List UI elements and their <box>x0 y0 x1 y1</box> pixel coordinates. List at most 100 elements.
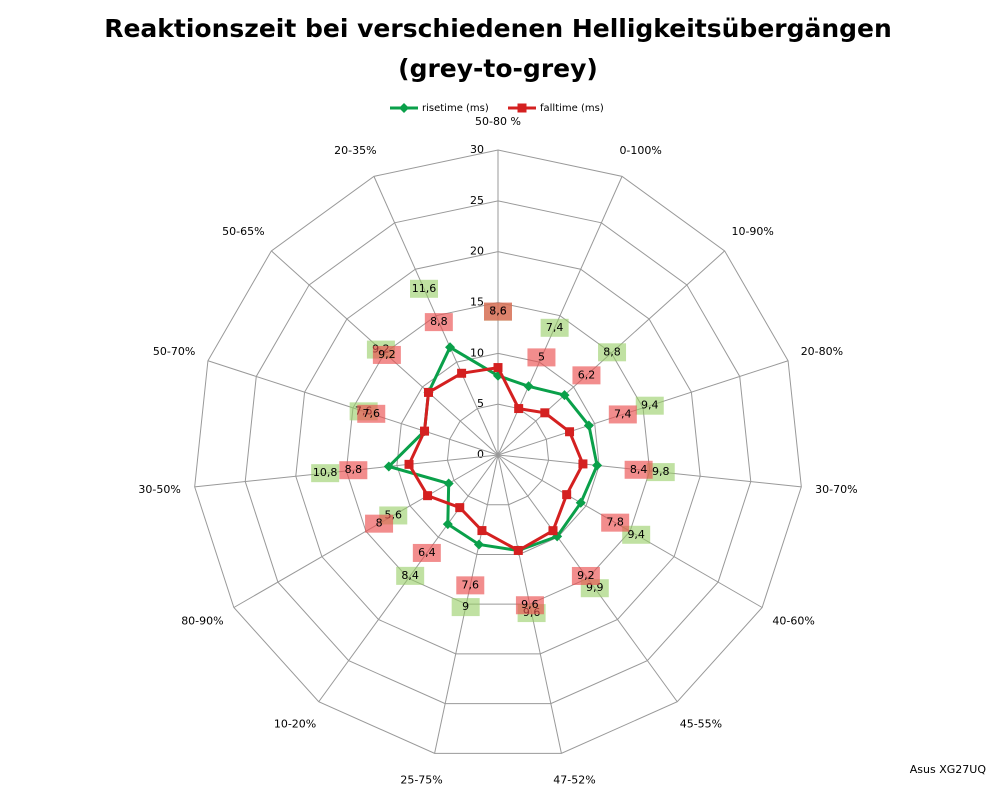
value-label-bg <box>311 464 340 483</box>
data-point <box>445 342 456 353</box>
value-label-bg <box>410 279 439 298</box>
value-label: 11,6 <box>412 282 437 295</box>
category-label: 47-52% <box>553 774 595 786</box>
legend-label: risetime (ms) <box>422 103 489 114</box>
data-point <box>457 368 467 378</box>
data-point <box>423 387 433 397</box>
grid-ring <box>345 301 651 605</box>
r-tick-label: 5 <box>477 397 484 410</box>
value-label: 8,8 <box>430 315 448 328</box>
chart-title: (grey-to-grey) <box>398 54 598 83</box>
value-label-bg <box>515 596 544 615</box>
value-label: 7,6 <box>462 578 480 591</box>
value-label: 7,4 <box>546 321 564 334</box>
series-line <box>407 365 585 553</box>
value-label-bg <box>598 343 627 362</box>
annotation: Asus XG27UQ <box>910 763 987 776</box>
data-point <box>578 459 588 469</box>
data-point <box>477 526 487 536</box>
value-label-bg <box>527 348 556 367</box>
value-label: 7,6 <box>363 407 381 420</box>
value-label-bg <box>622 525 651 544</box>
r-tick-label: 30 <box>470 143 484 156</box>
spoke <box>497 176 623 456</box>
data-point <box>404 459 414 469</box>
category-label: 50-70% <box>153 345 195 358</box>
data-point <box>473 539 484 550</box>
value-label-bg <box>451 598 480 617</box>
value-label: 9,2 <box>378 348 396 361</box>
value-label-bg <box>456 576 485 595</box>
category-label: 50-65% <box>222 225 264 238</box>
data-point <box>442 519 453 530</box>
value-label-bg <box>424 313 453 332</box>
value-label-bg <box>540 318 569 337</box>
value-label-bg <box>372 345 401 364</box>
data-point <box>575 497 586 508</box>
value-label: 8,6 <box>489 305 507 318</box>
value-label-bg <box>624 460 653 479</box>
value-label-bg <box>396 566 425 585</box>
value-label: 9,4 <box>641 399 659 412</box>
r-tick-label: 20 <box>470 245 484 258</box>
value-label-bg <box>635 396 664 415</box>
value-label-bg <box>365 514 394 533</box>
value-label-bg <box>339 461 368 480</box>
legend-marker <box>517 103 527 113</box>
grid-ring <box>244 200 752 705</box>
value-label: 8,4 <box>630 463 648 476</box>
r-tick-label: 10 <box>470 346 484 359</box>
value-label: 9,4 <box>627 528 645 541</box>
value-label-bg <box>412 543 441 562</box>
value-label-bg <box>484 302 512 321</box>
value-label: 9,8 <box>652 465 670 478</box>
category-label: 50-80 % <box>475 115 521 128</box>
value-label: 5 <box>538 350 545 363</box>
value-label: 8,4 <box>401 569 419 582</box>
data-point <box>493 363 503 373</box>
category-label: 80-90% <box>181 615 223 628</box>
data-point <box>583 420 594 431</box>
grid-ring <box>446 403 550 506</box>
data-point <box>423 491 433 501</box>
data-point <box>443 478 454 489</box>
value-label: 9,2 <box>577 569 595 582</box>
category-label: 30-50% <box>138 483 180 496</box>
data-point <box>540 408 550 418</box>
value-label: 7,8 <box>606 516 624 529</box>
data-point <box>559 390 570 401</box>
r-tick-label: 15 <box>470 296 484 309</box>
value-label: 8 <box>376 517 383 530</box>
data-point <box>565 427 575 437</box>
data-point <box>513 545 523 555</box>
value-label-bg <box>572 366 601 385</box>
data-point <box>514 404 524 414</box>
value-label-bg <box>646 463 675 482</box>
value-label-bg <box>571 566 600 585</box>
value-label-bg <box>357 404 386 423</box>
grid-ring <box>295 251 701 655</box>
data-point <box>562 490 572 500</box>
data-point <box>548 526 558 536</box>
category-label: 10-90% <box>731 225 773 238</box>
value-label-bg <box>608 405 637 424</box>
value-label: 9 <box>462 600 469 613</box>
legend-label: falltime (ms) <box>540 103 604 114</box>
category-label: 25-75% <box>400 774 442 786</box>
r-tick-label: 25 <box>470 194 484 207</box>
data-point <box>383 461 394 472</box>
value-label: 7,4 <box>614 407 632 420</box>
category-label: 20-80% <box>801 345 843 358</box>
series-line <box>385 345 599 553</box>
category-label: 20-35% <box>334 144 376 157</box>
value-label: 8,8 <box>345 463 363 476</box>
grid-ring <box>396 352 600 555</box>
category-label: 0-100% <box>619 144 661 157</box>
value-label: 6,4 <box>418 546 436 559</box>
legend-marker <box>399 103 409 113</box>
value-label: 10,8 <box>313 466 338 479</box>
data-point <box>455 503 465 513</box>
data-point <box>592 460 603 471</box>
value-label: 6,2 <box>578 368 596 381</box>
